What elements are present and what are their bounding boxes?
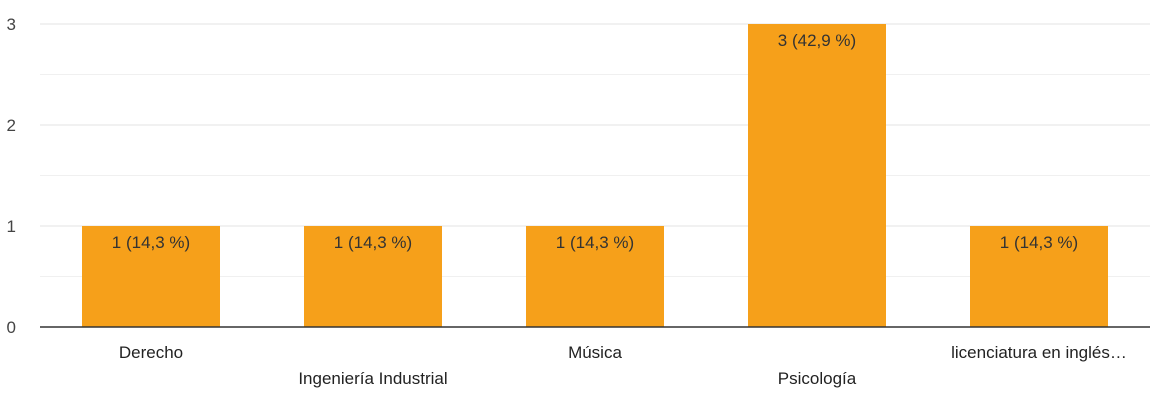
bar: [526, 226, 664, 327]
labels: 0 1 2 3 1 (14,3 %) Derecho 1 (14,3 %) Ingenierí…: [7, 15, 1127, 388]
y-tick-label: 3: [7, 15, 16, 34]
x-category-label: Ingeniería Industrial: [298, 369, 447, 388]
bar: [748, 24, 886, 327]
x-category-label: licenciatura en inglés…: [951, 343, 1127, 362]
gridlines: [40, 23, 1150, 277]
bars: [82, 24, 1108, 327]
bar-data-label: 3 (42,9 %): [778, 31, 856, 50]
y-tick-label: 1: [7, 217, 16, 236]
x-category-label: Psicología: [778, 369, 857, 388]
y-tick-label: 2: [7, 116, 16, 135]
bar: [970, 226, 1108, 327]
bar-data-label: 1 (14,3 %): [112, 233, 190, 252]
y-tick-label: 0: [7, 318, 16, 337]
bar-data-label: 1 (14,3 %): [334, 233, 412, 252]
bar-data-label: 1 (14,3 %): [556, 233, 634, 252]
bar: [304, 226, 442, 327]
bar-data-label: 1 (14,3 %): [1000, 233, 1078, 252]
bar: [82, 226, 220, 327]
x-category-label: Música: [568, 343, 622, 362]
x-category-label: Derecho: [119, 343, 183, 362]
